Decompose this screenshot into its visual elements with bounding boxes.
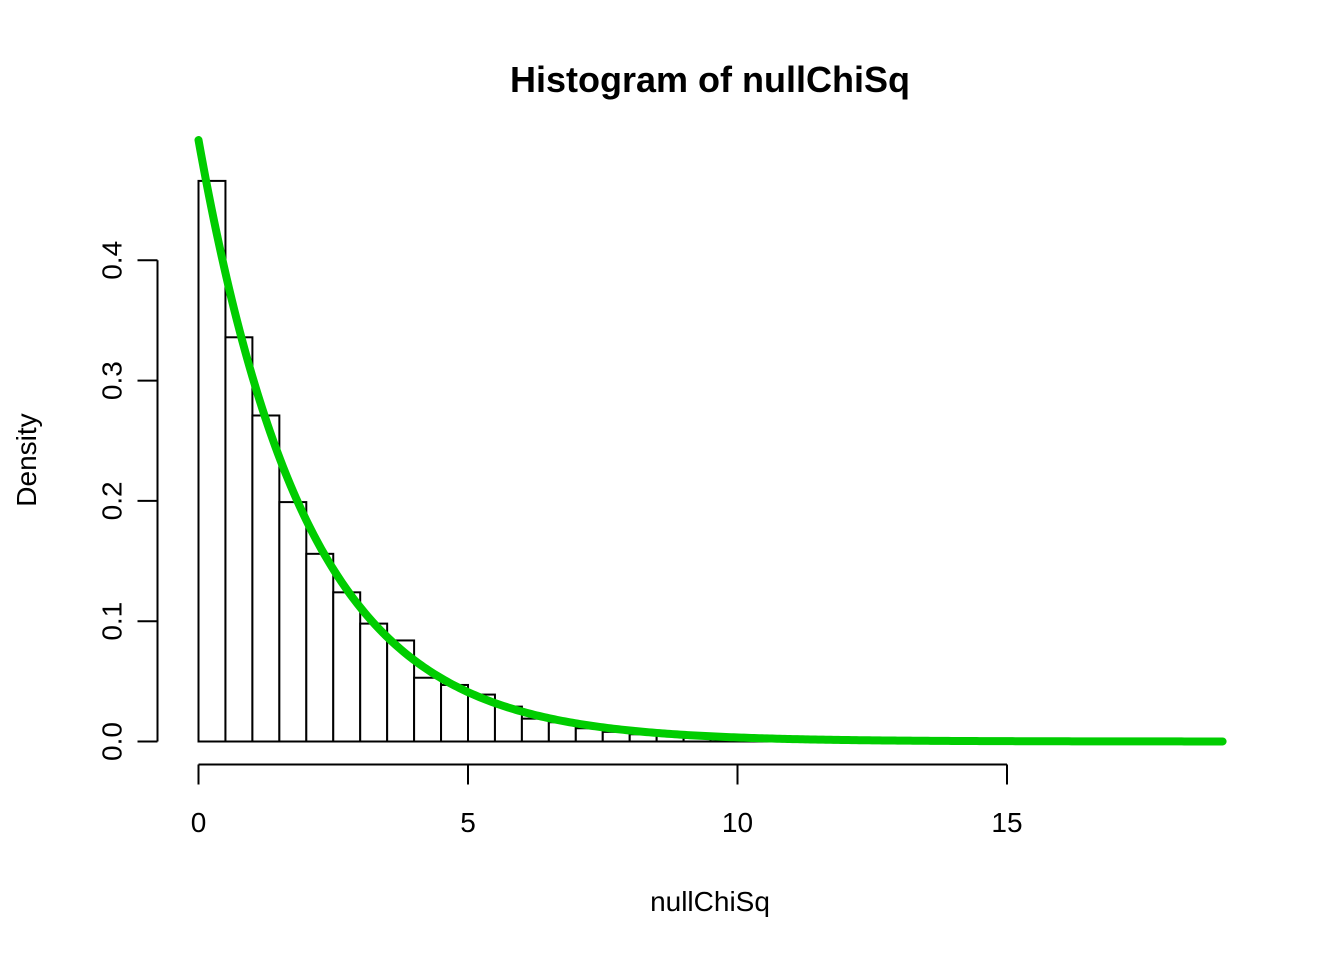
histogram-bar-12 — [520, 717, 550, 743]
density-curve-layer — [194, 136, 1227, 746]
histogram-bar-4 — [305, 552, 335, 743]
chi-square-density-curve — [194, 136, 1227, 746]
y-axis-label: Density — [11, 413, 42, 506]
y-tick-label-2: 0.2 — [96, 481, 127, 520]
y-axis: 0.0 0.1 0.2 0.3 0.4 — [96, 241, 159, 761]
y-tick-label-3: 0.3 — [96, 361, 127, 400]
histogram-bar-8 — [413, 676, 443, 743]
histogram-bar-3 — [278, 501, 308, 743]
chart-title: Histogram of nullChiSq — [510, 59, 910, 100]
histogram-bar-0 — [197, 179, 227, 743]
x-tick-label-0: 0 — [191, 807, 207, 838]
x-axis-label: nullChiSq — [650, 886, 770, 917]
histogram-bar-6 — [359, 622, 389, 743]
histogram-bar-1 — [224, 336, 254, 743]
y-tick-label-4: 0.4 — [96, 241, 127, 280]
histogram-bars — [197, 179, 793, 743]
histogram-bar-5 — [332, 591, 362, 743]
y-tick-label-0: 0.0 — [96, 722, 127, 761]
x-tick-label-1: 5 — [460, 807, 476, 838]
x-tick-label-2: 10 — [722, 807, 753, 838]
y-tick-label-1: 0.1 — [96, 602, 127, 641]
histogram-bar-2 — [251, 414, 281, 743]
x-axis: 0 5 10 15 — [191, 763, 1023, 838]
x-tick-label-3: 15 — [991, 807, 1022, 838]
